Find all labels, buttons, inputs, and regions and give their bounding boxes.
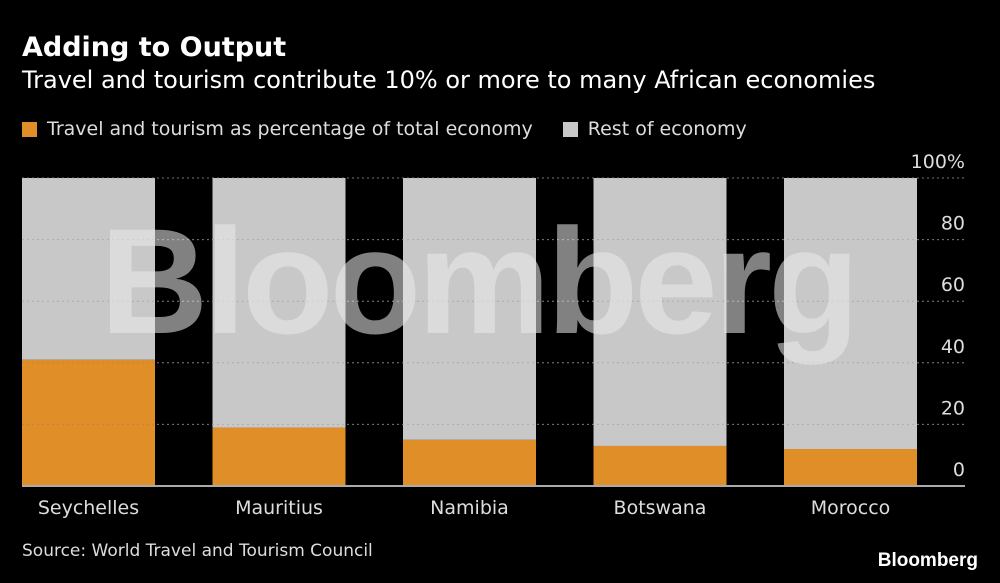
bar-tourism xyxy=(784,449,917,486)
legend-label-tourism: Travel and tourism as percentage of tota… xyxy=(47,118,533,140)
bar-tourism xyxy=(22,359,155,486)
bar-tourism xyxy=(403,439,536,486)
bar-tourism xyxy=(593,445,727,486)
y-tick-label: 0 xyxy=(953,459,965,481)
bar-tourism xyxy=(212,427,346,486)
x-tick-label: Mauritius xyxy=(235,497,323,519)
bar-rest xyxy=(212,178,346,428)
bloomberg-logo: Bloomberg xyxy=(877,550,978,571)
chart-subtitle: Travel and tourism contribute 10% or mor… xyxy=(22,66,876,94)
y-tick-label: 20 xyxy=(941,397,965,419)
bar-rest xyxy=(593,178,727,446)
legend-label-rest: Rest of economy xyxy=(587,118,747,140)
x-tick-label: Botswana xyxy=(614,497,707,519)
chart-title: Adding to Output xyxy=(22,32,287,63)
legend: Travel and tourism as percentage of tota… xyxy=(22,118,747,140)
y-tick-label: 100% xyxy=(911,151,965,173)
y-tick-label: 60 xyxy=(941,274,965,296)
bar-rest xyxy=(403,178,536,440)
x-tick-label: Morocco xyxy=(811,497,891,519)
bar-rest xyxy=(784,178,917,450)
y-tick-label: 40 xyxy=(941,336,965,358)
y-tick-label: 80 xyxy=(941,213,965,235)
legend-swatch-tourism xyxy=(22,121,37,137)
bar-rest xyxy=(22,178,155,360)
legend-swatch-rest xyxy=(562,121,578,137)
x-tick-label: Seychelles xyxy=(38,497,139,519)
source-note: Source: World Travel and Tourism Council xyxy=(22,541,373,561)
x-tick-label: Namibia xyxy=(430,497,509,519)
